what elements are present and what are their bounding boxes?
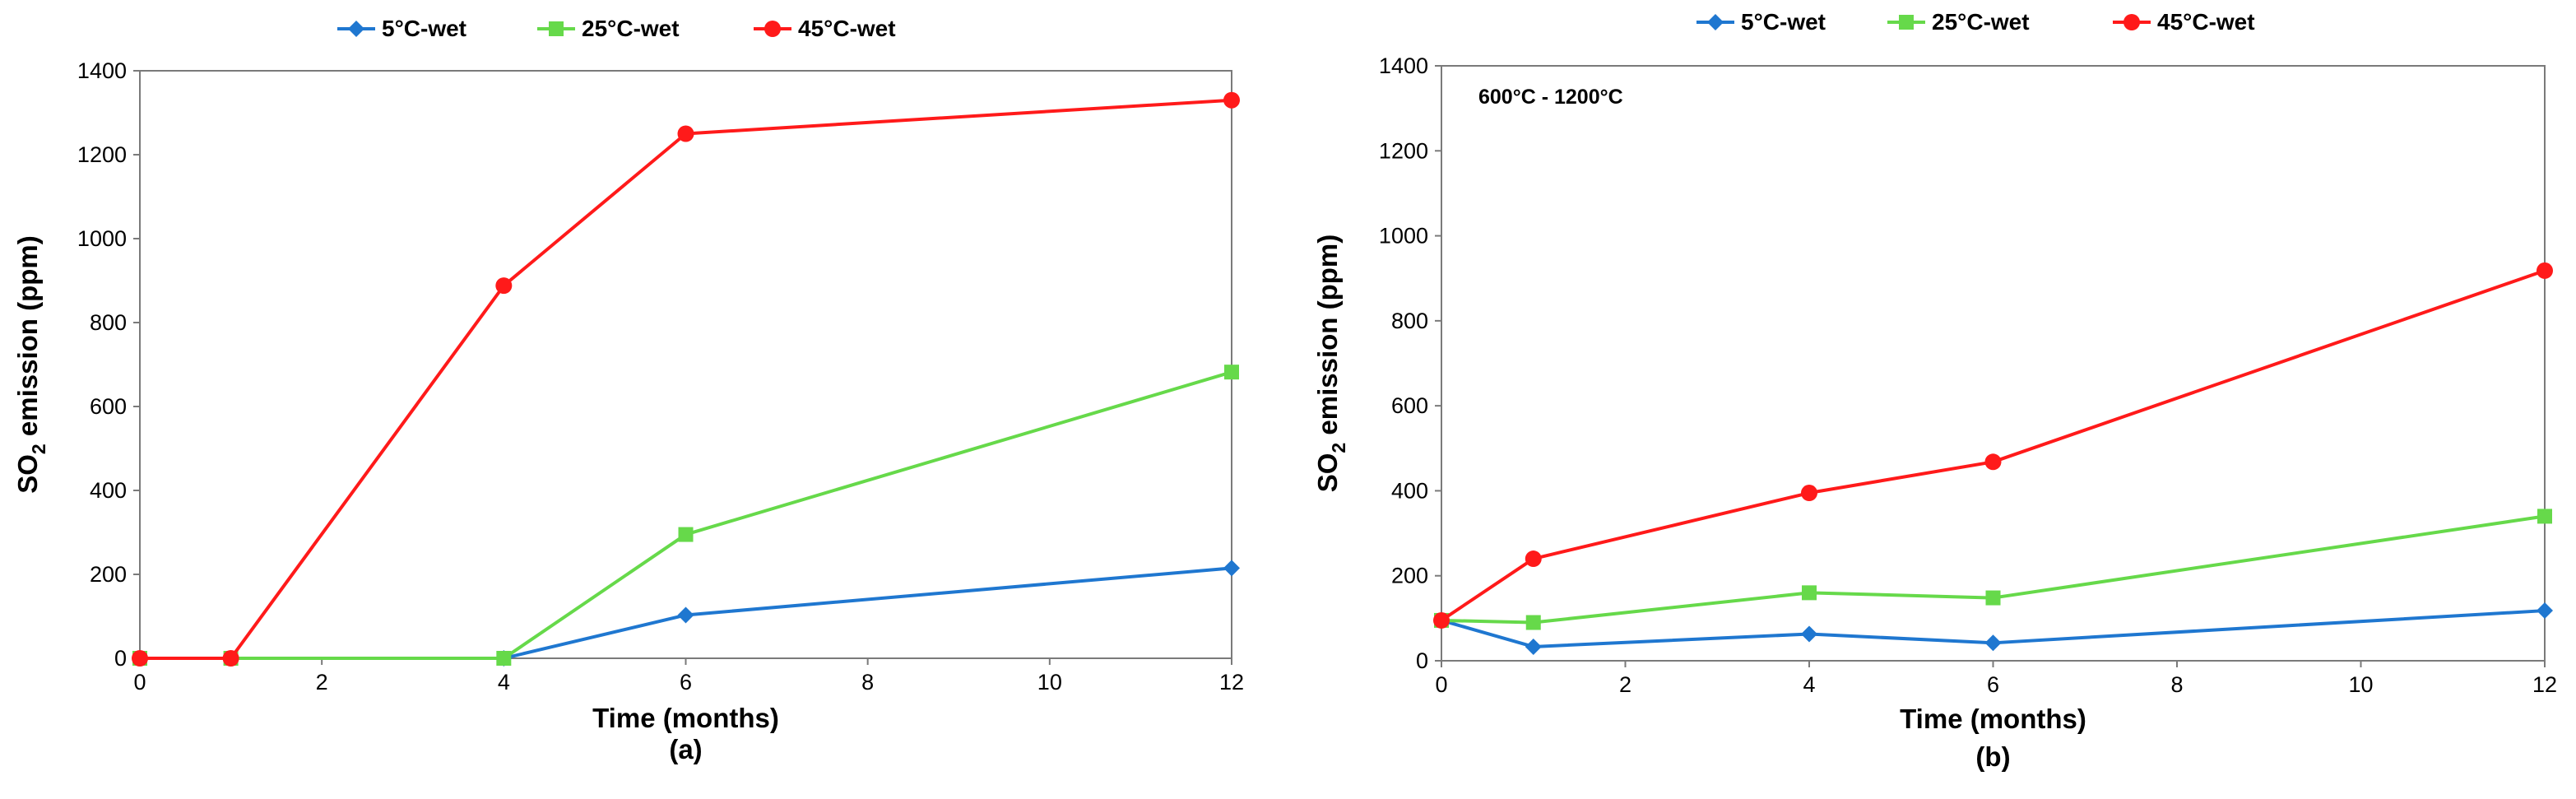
- y-tick-label: 200: [90, 562, 127, 587]
- x-tick-label: 2: [316, 670, 328, 694]
- legend-swatch-marker: [764, 21, 781, 37]
- y-tick-label: 200: [1391, 564, 1428, 588]
- y-axis-title-prefix: SO: [12, 454, 43, 494]
- y-axis-title: SO2 emission (ppm): [12, 235, 49, 494]
- data-point: [1802, 585, 1817, 601]
- data-point: [495, 277, 513, 295]
- x-tick-label: 10: [1037, 670, 1062, 694]
- x-tick-label: 0: [1435, 672, 1447, 697]
- y-axis-title: SO2 emission (ppm): [1312, 235, 1349, 493]
- legend-item: 5°C-wet: [1696, 9, 1826, 35]
- data-point: [678, 527, 694, 542]
- series-0: [1433, 602, 2553, 655]
- data-point: [677, 606, 694, 624]
- data-point: [1433, 611, 1450, 629]
- x-tick-label: 4: [1803, 672, 1815, 697]
- y-tick-label: 600: [1391, 393, 1428, 418]
- y-axis-title-suffix: emission (ppm): [1312, 235, 1343, 443]
- data-point: [1985, 590, 2001, 606]
- y-tick-label: 400: [90, 478, 127, 503]
- series-line: [140, 98, 1232, 660]
- legend-swatch-marker: [1899, 15, 1914, 30]
- y-axis-title-subscript: 2: [1328, 443, 1349, 453]
- series-1: [1434, 509, 2552, 630]
- series-line: [1440, 269, 2546, 622]
- y-tick-label: 600: [90, 394, 127, 419]
- range-annotation: 600°C - 1200°C: [1478, 86, 1623, 109]
- data-point: [1801, 485, 1817, 502]
- x-tick-label: 6: [1987, 672, 1999, 697]
- legend-item: 45°C-wet: [754, 16, 896, 41]
- y-axis-title-suffix: emission (ppm): [12, 235, 43, 444]
- legend-swatch-marker: [348, 21, 364, 37]
- legend-label: 25°C-wet: [582, 16, 680, 41]
- legend-label: 25°C-wet: [1932, 9, 2030, 35]
- series-2: [1433, 262, 2553, 629]
- data-point: [1223, 91, 1240, 109]
- data-point: [1525, 638, 1542, 655]
- series-2: [132, 91, 1240, 667]
- x-tick-label: 8: [861, 670, 874, 694]
- legend-label: 45°C-wet: [2157, 9, 2255, 35]
- x-tick-label: 12: [2532, 672, 2557, 697]
- x-axis-title: Time (months): [592, 703, 779, 733]
- data-point: [2537, 262, 2553, 279]
- panel-label: (b): [1975, 741, 2010, 772]
- legend-swatch-marker: [549, 21, 564, 36]
- data-point: [1525, 550, 1542, 568]
- y-tick-label: 0: [1416, 648, 1428, 673]
- chart-panel-b: 0 200 400 600 800 1000 1200 1400 0 2 4 6 8 10 12 Time (…: [1312, 9, 2557, 772]
- legend-swatch-marker: [2123, 14, 2140, 30]
- data-point: [1984, 634, 2002, 652]
- data-point: [1984, 453, 2002, 471]
- data-point: [1801, 625, 1817, 643]
- data-point: [1525, 615, 1541, 630]
- y-tick-label: 1400: [77, 58, 127, 83]
- legend-item: 5°C-wet: [337, 16, 466, 41]
- y-tick-label: 1400: [1379, 53, 1428, 78]
- legend-item: 25°C-wet: [1887, 9, 2030, 35]
- legend-item: 45°C-wet: [2113, 9, 2255, 35]
- plot-area: [139, 70, 1232, 659]
- plot-area: [1441, 65, 2546, 662]
- y-tick-label: 1200: [77, 142, 127, 167]
- x-tick-label: 4: [498, 670, 510, 694]
- x-tick-label: 8: [2170, 672, 2183, 697]
- legend-item: 25°C-wet: [537, 16, 680, 41]
- x-tick-label: 0: [133, 670, 146, 694]
- x-tick-label: 2: [1619, 672, 1631, 697]
- y-tick-label: 400: [1391, 478, 1428, 503]
- chart-panel-a: 0 200 400 600 800 1000 1200 1400 0 2 4 6 8 10 12 Time (…: [12, 16, 1244, 764]
- data-point: [1223, 560, 1240, 577]
- y-axis-title-prefix: SO: [1312, 453, 1343, 493]
- data-point: [1224, 365, 1239, 380]
- series-line: [1441, 514, 2546, 625]
- y-tick-label: 1000: [1379, 224, 1428, 249]
- data-point: [132, 650, 148, 667]
- x-axis-title: Time (months): [1900, 704, 2086, 734]
- legend-swatch-marker: [1707, 14, 1724, 30]
- panel-label: (a): [669, 734, 702, 764]
- x-tick-label: 10: [2348, 672, 2373, 697]
- y-axis-title-subscript: 2: [28, 444, 49, 454]
- y-tick-label: 0: [114, 646, 127, 671]
- legend: 5°C-wet 25°C-wet 45°C-wet: [337, 16, 896, 41]
- data-point: [677, 125, 694, 142]
- y-tick-label: 1200: [1379, 138, 1428, 163]
- legend-label: 45°C-wet: [798, 16, 896, 41]
- legend: 5°C-wet 25°C-wet 45°C-wet: [1696, 9, 2255, 35]
- legend-label: 5°C-wet: [1741, 9, 1826, 35]
- x-tick-label: 12: [1219, 670, 1244, 694]
- data-point: [222, 650, 239, 667]
- x-tick-label: 6: [680, 670, 692, 694]
- series-0: [132, 560, 1240, 667]
- y-tick-label: 800: [1391, 309, 1428, 333]
- data-point: [496, 651, 512, 666]
- data-point: [2537, 509, 2552, 524]
- y-tick-label: 800: [90, 310, 127, 335]
- y-tick-label: 1000: [77, 226, 127, 251]
- data-point: [2537, 602, 2553, 620]
- legend-label: 5°C-wet: [382, 16, 466, 41]
